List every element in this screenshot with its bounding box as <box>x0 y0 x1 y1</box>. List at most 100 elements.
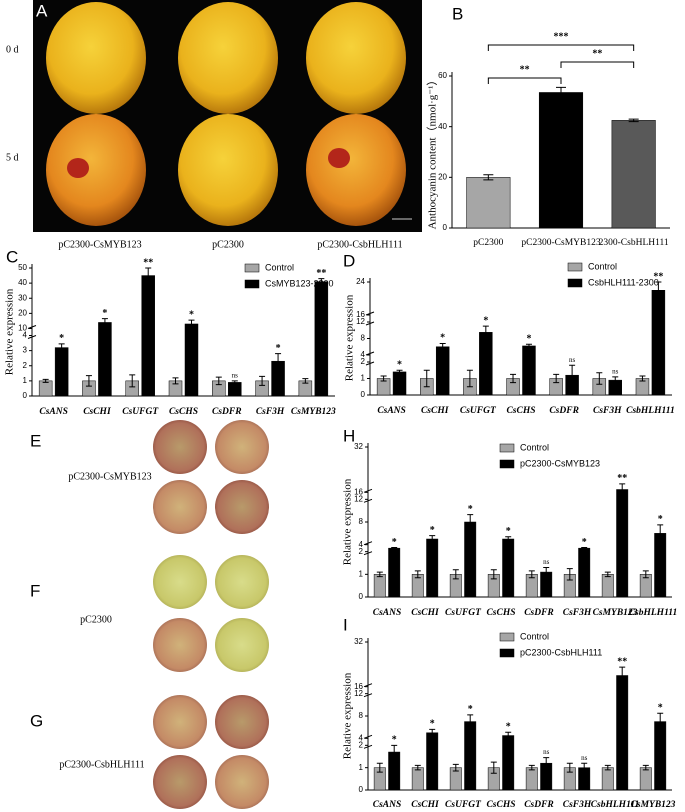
bar <box>601 767 614 791</box>
error-bar <box>302 378 309 384</box>
x-tick-label: CsMYB123 <box>291 407 336 417</box>
y-tick-label: 32 <box>354 442 363 451</box>
bar <box>538 92 584 229</box>
error-bar <box>639 375 646 382</box>
error-bar <box>396 369 403 375</box>
x-tick-label: CsbHLH111 <box>626 406 675 416</box>
significance-bracket <box>487 77 562 84</box>
panel-letter: G <box>30 711 43 730</box>
bar <box>392 371 407 396</box>
error-bar <box>429 535 436 543</box>
leaf <box>215 420 269 474</box>
significance-label: ns <box>612 367 619 375</box>
row-label: 0 d <box>6 44 19 55</box>
x-tick-label: CsF3H <box>563 608 592 618</box>
error-bar <box>452 569 459 580</box>
bar <box>98 322 112 397</box>
significance-label: * <box>392 537 397 548</box>
fruit <box>178 2 278 114</box>
y-tick-label: 4 <box>23 331 28 340</box>
bar <box>435 346 450 396</box>
error-bar <box>642 764 649 771</box>
bar <box>522 345 536 396</box>
significance-label: * <box>276 343 281 354</box>
bar <box>38 380 53 397</box>
error-bar <box>483 174 494 181</box>
error-bar <box>423 369 430 388</box>
y-tick-label: 3 <box>23 346 28 355</box>
legend-swatch <box>499 443 515 453</box>
significance-label: * <box>506 721 511 732</box>
y-axis-label: Relative expression <box>342 672 354 759</box>
significance-label: * <box>658 514 663 525</box>
error-bar <box>543 757 550 770</box>
legend-label: pC2300-CsMYB123 <box>520 458 600 468</box>
leaf-label: pC2300-CsbHLH111 <box>59 759 144 770</box>
axis-break-mark <box>365 351 375 366</box>
legend-label: pC2300-CsbHLH111 <box>520 647 602 657</box>
bar <box>611 120 656 229</box>
y-tick-label: 24 <box>356 277 365 286</box>
y-tick-label: 40 <box>438 122 447 131</box>
y-axis-label: Relative expression <box>342 478 354 565</box>
x-tick-label: CsMYB123 <box>631 800 676 810</box>
error-bar <box>145 267 152 284</box>
y-tick-label: 16 <box>354 487 363 496</box>
error-bar <box>129 374 136 388</box>
panel-letter: B <box>452 4 463 23</box>
error-bar <box>467 514 474 530</box>
y-tick-label: 0 <box>359 592 364 601</box>
leaf <box>215 555 269 609</box>
leaf <box>153 480 207 534</box>
legend-swatch <box>499 632 515 642</box>
bar <box>426 538 439 598</box>
panel-letter: E <box>30 431 41 450</box>
x-tick-label: CsDFR <box>524 608 554 618</box>
y-tick-label: 2 <box>23 361 28 370</box>
fruit <box>306 2 406 114</box>
bar <box>525 767 538 791</box>
fruit <box>306 114 406 226</box>
x-tick-label: CsCHS <box>486 608 515 618</box>
y-tick-label: 1 <box>359 763 364 772</box>
error-bar <box>525 343 532 349</box>
leaf <box>215 695 269 749</box>
x-tick-label: CsCHS <box>486 800 515 810</box>
legend-swatch <box>567 278 583 288</box>
infiltration-spot <box>328 148 350 168</box>
error-bar <box>566 568 573 581</box>
leaf <box>153 420 207 474</box>
panel-letter: H <box>343 426 355 445</box>
fruit <box>178 114 278 226</box>
error-bar <box>528 764 535 771</box>
x-tick-label: CsUFGT <box>460 406 497 416</box>
error-bar <box>58 343 65 352</box>
significance-label: ** <box>592 48 602 59</box>
y-tick-label: 1 <box>359 569 364 578</box>
caption: pC2300-CsMYB123 <box>58 239 141 250</box>
y-tick-label: 10 <box>18 324 27 333</box>
legend-swatch <box>244 279 260 289</box>
error-bar <box>604 571 611 578</box>
y-axis-label: Relative expression <box>4 288 16 375</box>
significance-label: ** <box>316 268 326 279</box>
significance-label: * <box>430 525 435 536</box>
x-tick-label: CsbHLH111 <box>591 800 640 810</box>
error-bar <box>231 380 238 385</box>
error-bar <box>556 86 566 99</box>
significance-label: * <box>430 719 435 730</box>
y-tick-label: 50 <box>18 263 27 272</box>
significance-label: * <box>102 308 107 319</box>
legend-swatch <box>567 262 583 272</box>
y-tick-label: 0 <box>361 390 366 399</box>
significance-label: * <box>506 526 511 537</box>
error-bar <box>414 570 421 579</box>
x-tick-label: CsMYB123 <box>593 608 638 618</box>
y-tick-label: 1 <box>23 376 28 385</box>
error-bar <box>619 666 626 685</box>
error-bar <box>482 325 489 339</box>
x-tick-label: CsCHS <box>169 407 198 417</box>
error-bar <box>439 342 446 351</box>
error-bar <box>376 571 383 578</box>
